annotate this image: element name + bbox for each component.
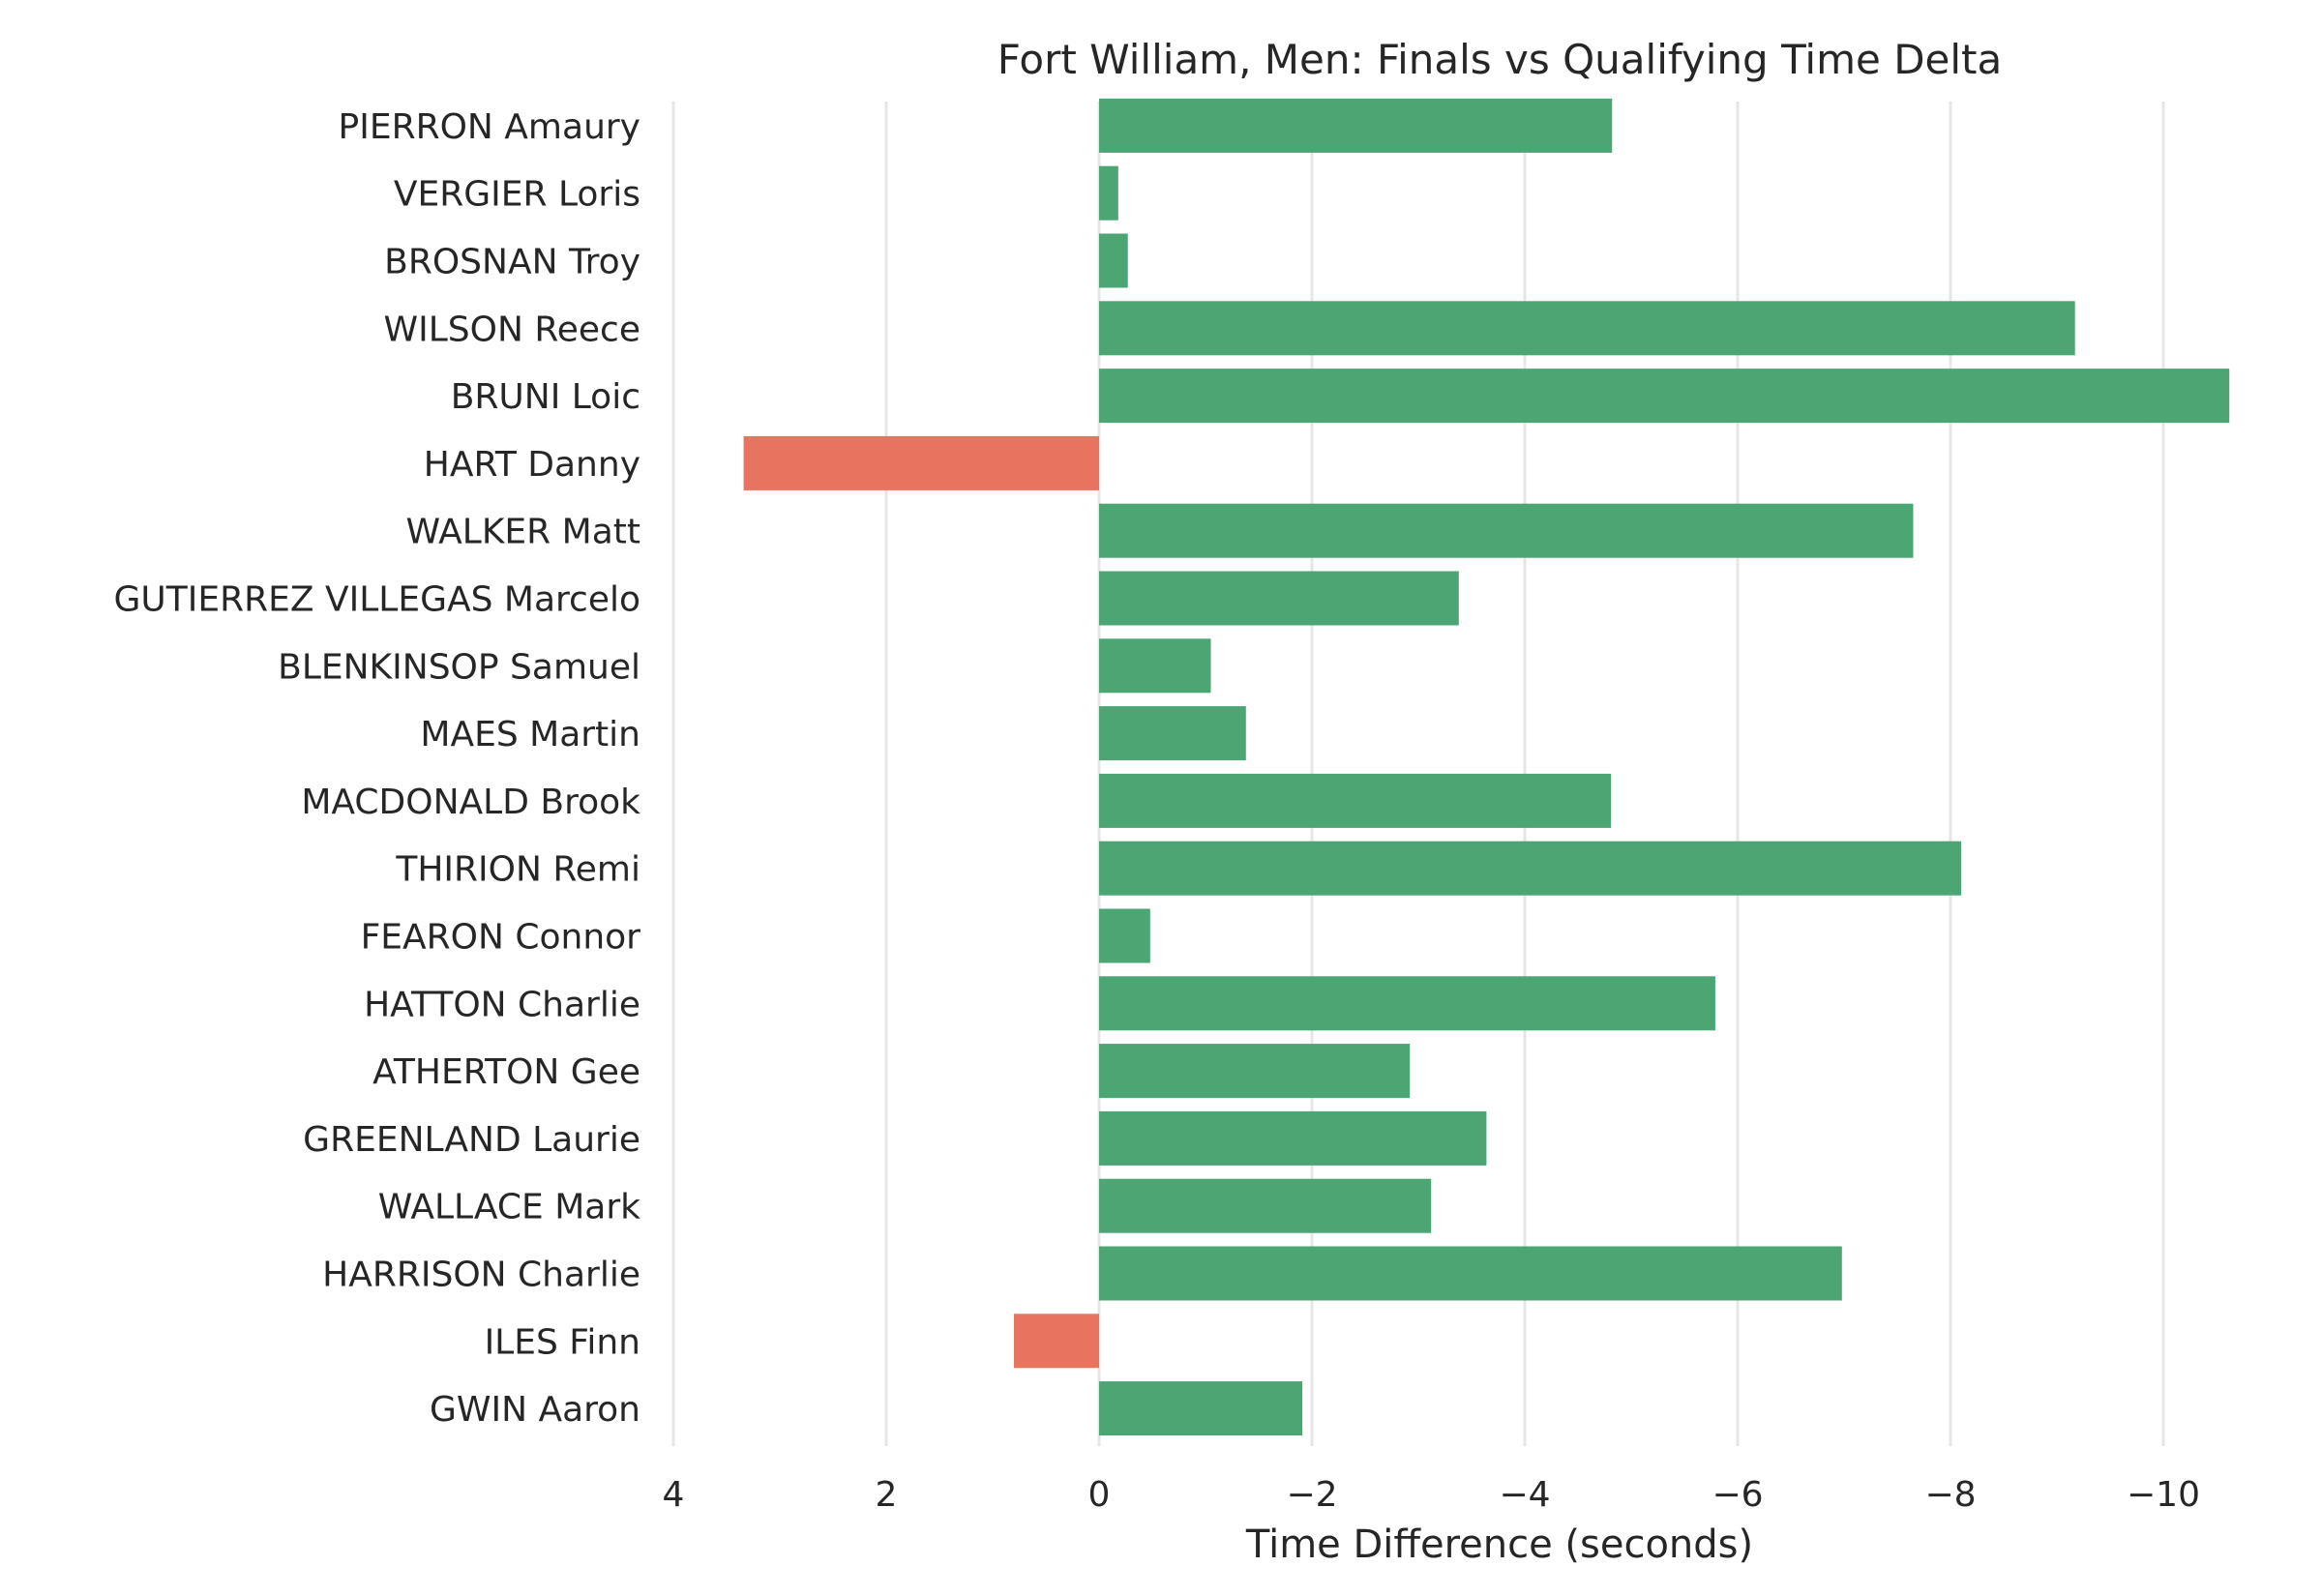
y-tick-label: WILSON Reece bbox=[384, 310, 640, 349]
bar bbox=[1099, 638, 1211, 694]
x-tick-label: 4 bbox=[663, 1475, 685, 1515]
y-tick-label: MACDONALD Brook bbox=[301, 783, 640, 822]
y-tick-label: HARRISON Charlie bbox=[322, 1256, 640, 1295]
bar bbox=[1014, 1314, 1099, 1369]
bar bbox=[1099, 301, 2075, 356]
y-tick-label: ILES Finn bbox=[485, 1322, 640, 1362]
x-tick-label: 0 bbox=[1088, 1475, 1111, 1515]
y-tick-labels: PIERRON Amaury VERGIER Loris BROSNAN Troy W… bbox=[114, 107, 641, 1430]
bar bbox=[1099, 98, 1613, 153]
x-tick-label: −6 bbox=[1712, 1475, 1763, 1515]
y-tick-label: WALLACE Mark bbox=[378, 1188, 640, 1227]
bar bbox=[1099, 976, 1715, 1031]
y-tick-label: GUTIERREZ VILLEGAS Marcelo bbox=[114, 580, 641, 620]
chart-title: Fort William, Men: Finals vs Qualifying … bbox=[997, 36, 2003, 83]
bar bbox=[1099, 233, 1128, 288]
y-tick-label: HATTON Charlie bbox=[364, 985, 640, 1024]
y-tick-label: HART Danny bbox=[424, 445, 640, 485]
bar bbox=[1099, 773, 1612, 828]
y-tick-label: FEARON Connor bbox=[361, 918, 641, 958]
bar bbox=[743, 435, 1099, 490]
bar bbox=[1099, 1246, 1842, 1301]
y-tick-label: THIRION Remi bbox=[395, 850, 640, 890]
x-tick-label: −8 bbox=[1924, 1475, 1976, 1515]
bars bbox=[743, 98, 2230, 1436]
y-tick-label: MAES Martin bbox=[420, 715, 640, 754]
bar bbox=[1099, 165, 1118, 221]
y-tick-label: GREENLAND Laurie bbox=[303, 1120, 640, 1160]
bar bbox=[1099, 571, 1459, 626]
y-tick-label: BLENKINSOP Samuel bbox=[278, 647, 640, 687]
y-tick-label: ATHERTON Gee bbox=[372, 1052, 640, 1092]
bar bbox=[1099, 841, 1961, 896]
x-axis-label: Time Difference (seconds) bbox=[1245, 1522, 1753, 1567]
bar bbox=[1099, 1178, 1432, 1233]
bar bbox=[1099, 1044, 1411, 1099]
bar bbox=[1099, 1381, 1303, 1436]
y-tick-label: GWIN Aaron bbox=[430, 1390, 640, 1430]
x-tick-labels: 4 2 0 −2 −4 −6 −8 −10 bbox=[663, 1475, 2200, 1515]
bar bbox=[1099, 706, 1246, 761]
y-tick-label: PIERRON Amaury bbox=[339, 107, 641, 147]
bar bbox=[1099, 369, 2230, 424]
bar bbox=[1099, 503, 1914, 558]
y-tick-label: VERGIER Loris bbox=[394, 175, 640, 215]
y-tick-label: WALKER Matt bbox=[406, 513, 640, 552]
y-tick-label: BROSNAN Troy bbox=[384, 243, 640, 282]
x-tick-label: −4 bbox=[1499, 1475, 1550, 1515]
x-tick-label: 2 bbox=[876, 1475, 898, 1515]
bar bbox=[1099, 908, 1150, 963]
x-tick-label: −2 bbox=[1286, 1475, 1337, 1515]
y-tick-label: BRUNI Loic bbox=[451, 377, 640, 417]
bar bbox=[1099, 1110, 1487, 1166]
x-tick-label: −10 bbox=[2127, 1475, 2200, 1515]
